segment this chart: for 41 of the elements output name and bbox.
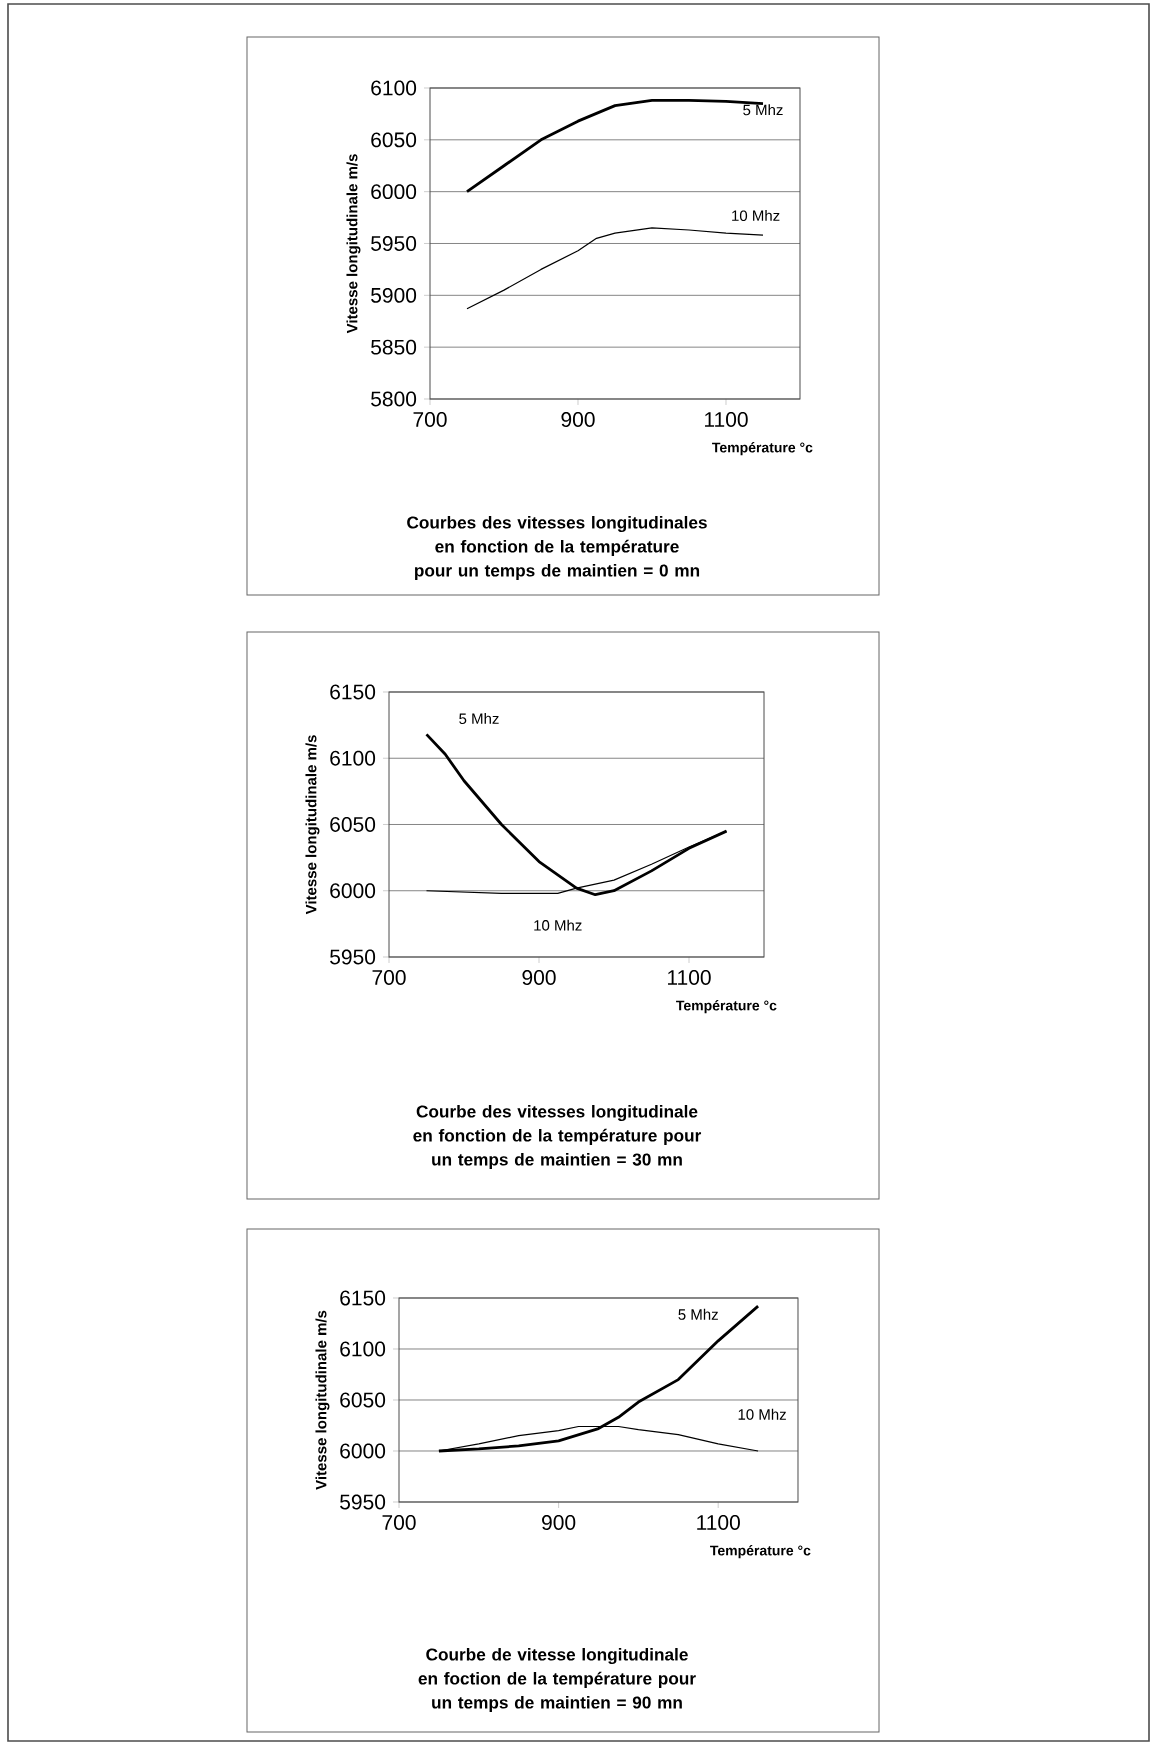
- y-tick-label: 5800: [371, 391, 417, 407]
- series-label: 10 Mhz: [732, 210, 780, 222]
- y-tick-label: 6050: [371, 132, 417, 148]
- y-tick-label: 6100: [371, 80, 417, 96]
- x-axis-title: Température °c: [676, 1000, 777, 1014]
- x-tick-label: 700: [413, 412, 447, 427]
- x-tick-label: 900: [561, 412, 595, 427]
- y-tick-label: 5950: [340, 1494, 386, 1510]
- x-tick-label: 1100: [697, 1515, 740, 1530]
- text: Courbes des vitesses longitudinales en fonction de la température pour un temps de maintien = 0 mn: [407, 515, 707, 581]
- y-tick-label: 6150: [340, 1290, 386, 1306]
- series-label: 5 Mhz: [678, 1308, 718, 1320]
- x-axis-title: Température °c: [710, 1545, 811, 1559]
- y-tick-label: 6000: [330, 883, 376, 899]
- x-tick-label: 1100: [705, 412, 748, 427]
- text: 5 Mhz: [459, 713, 499, 725]
- y-axis-title: Vitesse longitudinale m/s: [346, 154, 361, 334]
- y-tick-label: 6050: [330, 817, 376, 832]
- x-axis-title: Température °c: [712, 442, 813, 456]
- y-tick-label: 6000: [340, 1443, 386, 1459]
- y-tick-label: 6150: [330, 684, 376, 700]
- y-tick-label: 6100: [330, 750, 376, 766]
- x-tick-label: 700: [382, 1515, 416, 1530]
- y-tick-label: 5900: [371, 287, 417, 303]
- y-tick-label: 5850: [371, 339, 417, 355]
- series-label: 10 Mhz: [738, 1408, 786, 1420]
- y-axis-title: Vitesse longitudinale m/s: [315, 1310, 330, 1490]
- y-tick-label: 6050: [340, 1392, 386, 1408]
- text: Courbe des vitesses longitudinale en fonction de la température pour un temps de maintien = 30 mn: [413, 1104, 702, 1170]
- x-tick-label: 1100: [668, 970, 711, 985]
- text: Courbe de vitesse longitudinale en foction de la température pour un temps de maintien = 90 mn: [418, 1647, 696, 1713]
- y-tick-label: 6000: [371, 184, 417, 200]
- series-label: 10 Mhz: [534, 919, 582, 931]
- y-axis-title: Vitesse longitudinale m/s: [305, 735, 320, 915]
- y-tick-label: 5950: [330, 949, 376, 965]
- x-tick-label: 900: [542, 1515, 576, 1530]
- y-tick-label: 6100: [340, 1341, 386, 1357]
- series-label: 5 Mhz: [743, 104, 783, 116]
- x-tick-label: 700: [372, 970, 406, 985]
- y-tick-label: 5950: [371, 236, 417, 251]
- x-tick-label: 900: [522, 970, 556, 985]
